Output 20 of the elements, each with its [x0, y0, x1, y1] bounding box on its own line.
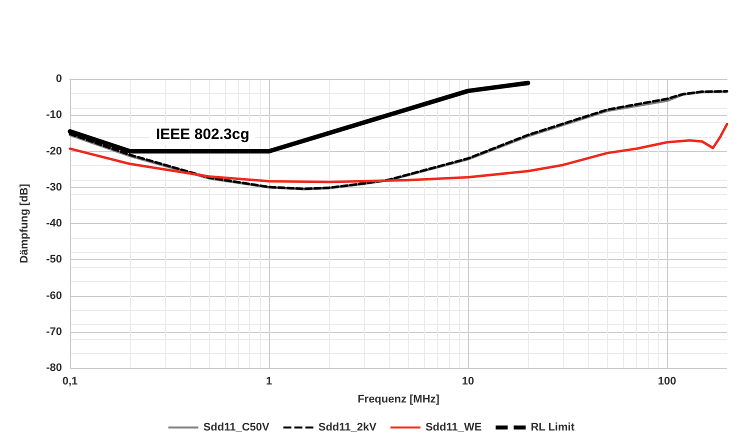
legend-label: Sdd11_WE [425, 422, 482, 434]
legend-label: Sdd11_2kV [318, 422, 378, 434]
x-tick-label: 0,1 [62, 376, 78, 388]
x-tick-label: 1 [266, 376, 272, 388]
y-tick-label: -40 [46, 218, 62, 230]
y-tick-label: -10 [46, 109, 62, 122]
legend-label: RL Limit [530, 422, 575, 434]
y-tick-label: -70 [46, 326, 62, 338]
y-tick-label: -80 [46, 362, 62, 374]
y-tick-label: -30 [46, 181, 62, 194]
legend-label: Sdd11_C50V [203, 422, 270, 434]
y-tick-label: -50 [46, 254, 62, 266]
annotation: IEEE 802.3cg [156, 126, 250, 143]
y-axis-title: Dämpfung [dB] [18, 183, 30, 264]
y-tick-label: -20 [46, 145, 62, 158]
x-tick-label: 100 [658, 376, 676, 388]
y-tick-label: -60 [46, 290, 62, 302]
x-axis-title: Frequenz [MHz] [358, 394, 440, 406]
x-tick-label: 10 [462, 376, 474, 388]
y-tick-label: 0 [56, 73, 62, 85]
